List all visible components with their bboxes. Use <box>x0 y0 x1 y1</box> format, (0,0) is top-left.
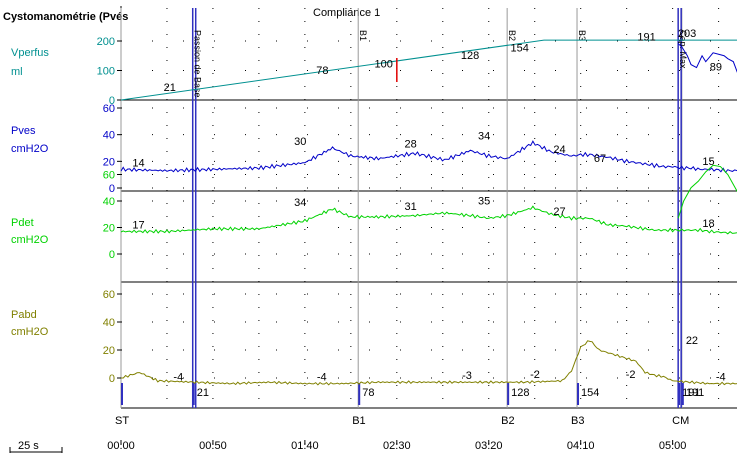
data-label: 24 <box>553 144 565 156</box>
data-label: 78 <box>316 65 328 77</box>
x-tick-label: 02:30 <box>383 440 411 452</box>
panel-label: Vperfus <box>11 47 49 59</box>
y-tick-label: 0 <box>109 373 115 385</box>
panel-label: Pdet <box>11 217 34 229</box>
x-tick-label: 00:50 <box>199 440 227 452</box>
y-tick-label: 60 <box>103 103 115 115</box>
data-label: -4 <box>317 372 327 384</box>
y-tick-label: 60 <box>103 170 115 182</box>
panel-label: Pabd <box>11 309 37 321</box>
data-label: 128 <box>461 50 479 62</box>
data-label: -4 <box>716 372 726 384</box>
y-tick-label: 40 <box>103 317 115 329</box>
event-volume-label: 191 <box>682 387 700 399</box>
data-label: 191 <box>637 32 655 44</box>
data-label: 18 <box>702 218 714 230</box>
event-volume-label: 78 <box>362 387 374 399</box>
event-volume-label: 21 <box>197 387 209 399</box>
data-label: 35 <box>478 196 490 208</box>
event-label: B3 <box>571 415 584 427</box>
data-label: -3 <box>462 370 472 382</box>
x-tick-label: 03:20 <box>475 440 503 452</box>
scale-bar-label: 25 s <box>18 440 39 452</box>
data-label: 31 <box>404 201 416 213</box>
event-volume-label: 154 <box>581 387 599 399</box>
event-rotated-label: Passion de Base <box>193 30 203 98</box>
panel-label: ml <box>11 66 23 78</box>
data-label: 100 <box>374 59 392 71</box>
pdet-series <box>120 205 737 235</box>
data-label: 14 <box>132 157 144 169</box>
event-rotated-label: B2 <box>507 30 517 41</box>
y-tick-label: 20 <box>103 223 115 235</box>
pves-voiding-series <box>677 43 737 73</box>
x-tick-label: 01:40 <box>291 440 319 452</box>
data-label: 67 <box>594 153 606 165</box>
chart-title: Cystomanométrie (Pvés <box>3 11 128 23</box>
event-rotated-label: B3 <box>577 30 587 41</box>
pves-series <box>120 140 737 174</box>
event-rotated-label: Cap. Max. <box>678 30 688 71</box>
event-volume-label: 191 <box>686 387 704 399</box>
data-label: 22 <box>686 335 698 347</box>
y-tick-label: 20 <box>103 345 115 357</box>
event-label: B2 <box>501 415 514 427</box>
panel-label: cmH2O <box>11 143 49 155</box>
pabd-series <box>121 340 737 386</box>
data-label: 34 <box>294 197 306 209</box>
y-tick-label: 40 <box>103 196 115 208</box>
data-label: -2 <box>626 369 636 381</box>
y-tick-label: 40 <box>103 130 115 142</box>
x-tick-label: 00:00 <box>107 440 135 452</box>
data-label: -4 <box>173 372 183 384</box>
y-tick-label: 200 <box>97 36 115 48</box>
data-label: 154 <box>511 43 529 55</box>
y-tick-label: 20 <box>103 156 115 168</box>
vperfus-series <box>120 39 737 101</box>
y-tick-label: 100 <box>97 66 115 78</box>
x-tick-label: 05:00 <box>659 440 687 452</box>
data-label: 30 <box>294 136 306 148</box>
data-label: -2 <box>530 369 540 381</box>
pdet-voiding-series <box>677 164 737 219</box>
data-label: 17 <box>132 219 144 231</box>
data-label: 89 <box>710 62 722 74</box>
y-tick-label: 0 <box>109 183 115 195</box>
data-label: 28 <box>404 139 416 151</box>
x-tick-label: 04:10 <box>567 440 595 452</box>
data-label: 27 <box>553 206 565 218</box>
y-tick-label: 0 <box>109 249 115 261</box>
data-label: 15 <box>702 156 714 168</box>
chart-subtitle: Compliance 1 <box>313 7 380 19</box>
y-tick-label: 60 <box>103 289 115 301</box>
data-label: 203 <box>678 28 696 40</box>
event-label: CM <box>672 415 689 427</box>
event-label: B1 <box>352 415 365 427</box>
event-rotated-label: B1 <box>358 30 368 41</box>
panel-label: cmH2O <box>11 234 49 246</box>
y-tick-label: 0 <box>109 95 115 107</box>
panel-label: Pves <box>11 125 36 137</box>
event-label: ST <box>115 415 129 427</box>
event-volume-label: 128 <box>511 387 529 399</box>
data-label: 21 <box>164 82 176 94</box>
data-label: 34 <box>478 131 490 143</box>
panel-label: cmH2O <box>11 326 49 338</box>
